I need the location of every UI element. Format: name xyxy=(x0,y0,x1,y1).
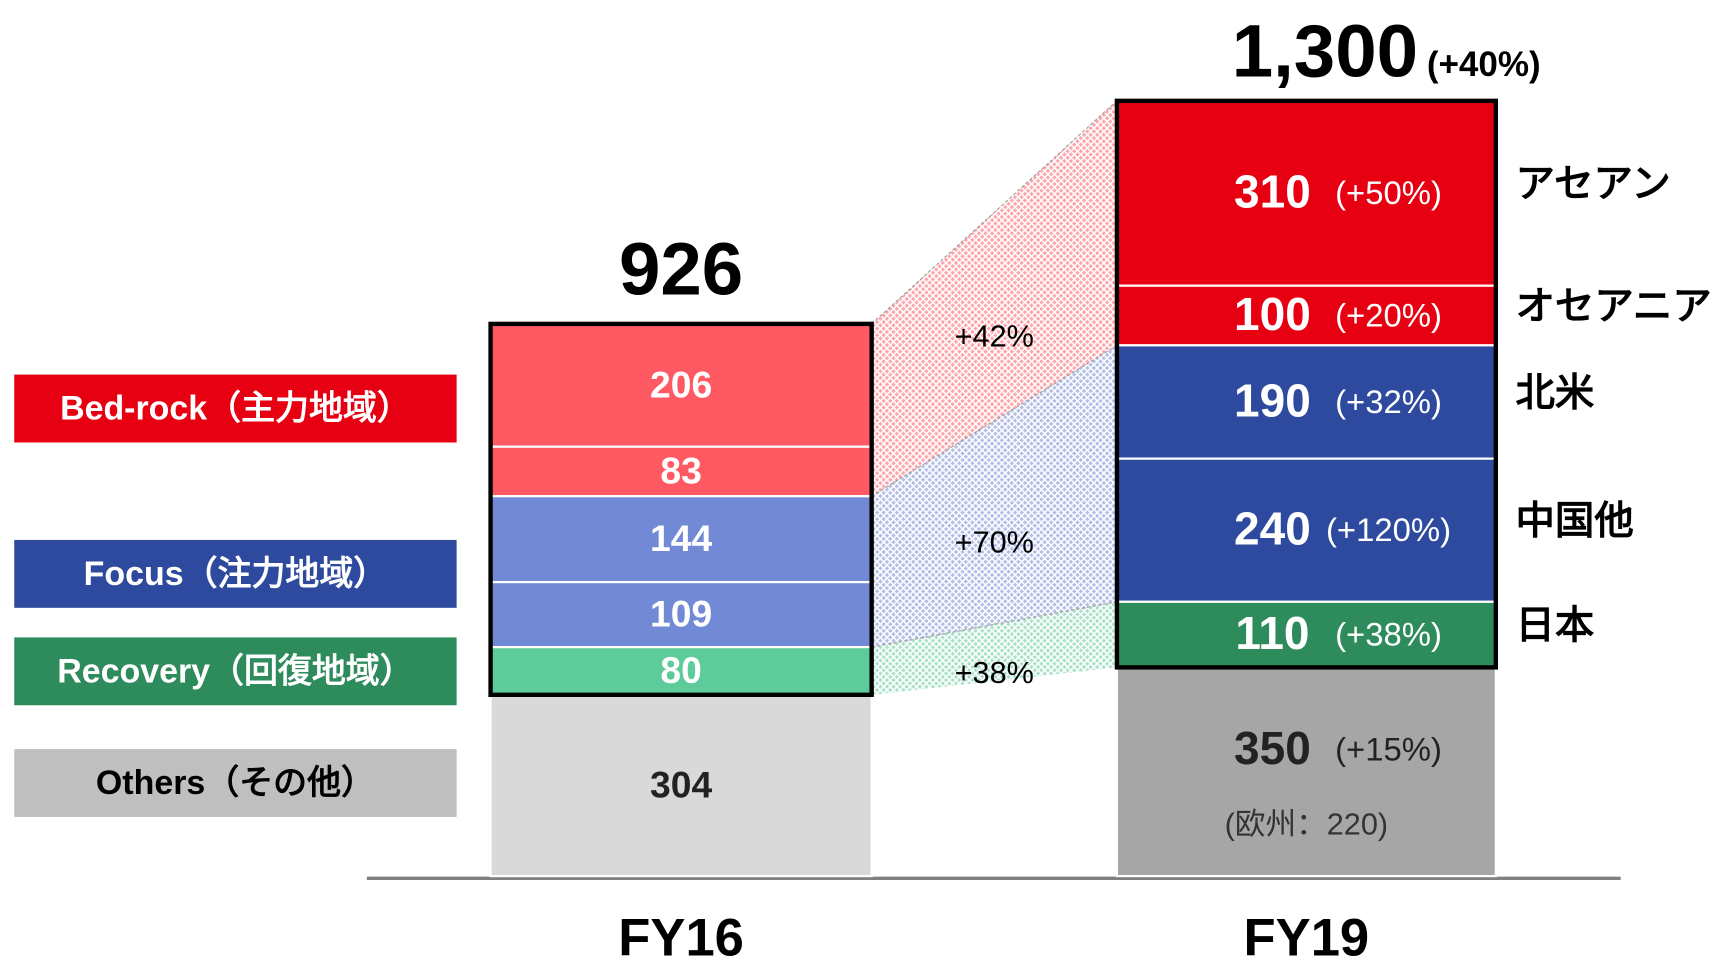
legend-label: Focus（注力地域） xyxy=(84,555,388,593)
segment-value: 350 xyxy=(1234,722,1311,774)
bar-border xyxy=(1114,98,1498,670)
region-label: 北米 xyxy=(1516,371,1595,415)
bar-segment xyxy=(1115,666,1497,878)
segment-change: (+120%) xyxy=(1326,511,1451,548)
bridge-hatch xyxy=(871,601,1117,695)
total-label: 1,300 xyxy=(1232,10,1418,93)
segment-value: 304 xyxy=(650,763,712,805)
segment-value: 109 xyxy=(650,593,712,635)
x-tick-label: FY19 xyxy=(1244,909,1370,966)
region-label: 日本 xyxy=(1516,603,1595,647)
legend-swatch xyxy=(14,374,457,443)
segment-change: (+38%) xyxy=(1335,615,1442,652)
region-label: 中国他 xyxy=(1516,499,1634,543)
bridge-change: +70% xyxy=(955,526,1034,560)
segment-value: 190 xyxy=(1234,374,1311,426)
segment-change: (+50%) xyxy=(1335,174,1442,211)
segment-value: 240 xyxy=(1234,503,1311,555)
legend-swatch xyxy=(14,749,457,817)
segment-change: (+15%) xyxy=(1335,731,1442,768)
bridge-change: +38% xyxy=(955,656,1034,690)
total-change: (+40%) xyxy=(1427,45,1541,84)
region-label: オセアニア xyxy=(1516,284,1712,328)
bridge-edge xyxy=(871,601,1118,648)
bar-border xyxy=(488,321,874,698)
bar-segment xyxy=(489,693,873,878)
total-label: 926 xyxy=(619,227,743,310)
segment-value: 110 xyxy=(1235,607,1309,659)
legend-swatch xyxy=(14,637,457,706)
bridge-edge xyxy=(871,100,1118,325)
bridge-change: +42% xyxy=(955,320,1034,354)
legend-label: Bed-rock（主力地域） xyxy=(60,390,411,428)
segment-change: (+20%) xyxy=(1335,296,1442,333)
segment-change: (+32%) xyxy=(1335,383,1442,420)
legend-swatch xyxy=(14,539,457,608)
x-tick-label: FY16 xyxy=(618,909,744,966)
bridge-edge xyxy=(871,344,1118,497)
region-label: アセアン xyxy=(1516,162,1671,206)
segment-value: 83 xyxy=(660,449,701,491)
legend-label: Recovery（回復地域） xyxy=(57,653,413,691)
segment-value: 144 xyxy=(650,517,712,559)
bridge-hatch xyxy=(871,100,1117,497)
bar-segment xyxy=(489,646,873,696)
bar-segment xyxy=(489,581,873,649)
bridge-hatch xyxy=(871,345,1117,648)
segment-value: 80 xyxy=(660,649,701,691)
segment-value: 310 xyxy=(1234,166,1311,218)
legend-label: Others（その他） xyxy=(96,764,375,802)
bar-segment xyxy=(1115,344,1497,460)
segment-value: 206 xyxy=(650,363,712,405)
bar-segment xyxy=(1115,457,1497,603)
segment-note: (欧州：220) xyxy=(1225,808,1389,842)
segment-value: 100 xyxy=(1234,288,1311,340)
bar-segment xyxy=(1115,600,1497,669)
